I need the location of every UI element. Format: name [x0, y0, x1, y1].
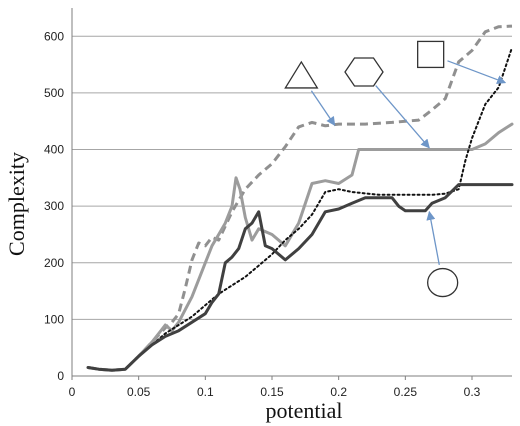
annotation-arrow-circle: [426, 210, 440, 266]
x-tick-label-2: 0.1: [197, 385, 214, 399]
annotation-arrow-square: [447, 60, 507, 85]
y-tick-label-3: 300: [44, 199, 64, 213]
series-line-square: [87, 46, 513, 372]
annotation-arrow-hexagon: [375, 85, 430, 149]
x-tick-label-4: 0.2: [330, 385, 347, 399]
x-tick-label-0: 0: [69, 385, 76, 399]
y-tick-label-4: 400: [44, 143, 64, 157]
y-tick-label-5: 500: [44, 86, 64, 100]
annotation-layer: [284, 40, 507, 298]
annotation-arrow-triangle: [310, 90, 336, 126]
x-tick-label-6: 0.3: [464, 385, 481, 399]
hexagon-marker-icon: [344, 57, 384, 87]
series-line-hexagon: [86, 122, 514, 372]
series-line-circle: [86, 183, 514, 372]
y-tick-label-6: 600: [44, 29, 64, 43]
label-layer: potential Complexity: [4, 152, 342, 423]
x-tick-label-1: 0.05: [127, 385, 151, 399]
series-layer: [86, 24, 514, 372]
circle-marker-icon: [427, 267, 459, 298]
square-marker-icon: [417, 40, 445, 69]
y-tick-label-1: 100: [44, 312, 64, 326]
x-tick-label-3: 0.15: [260, 385, 284, 399]
grid-layer: [72, 35, 512, 320]
y-axis-title: Complexity: [4, 152, 29, 256]
axis-layer: 0 100 200 300 400 500 600 0 0.05 0.1 0.15 0.2 0.25 0.…: [44, 8, 512, 399]
x-axis-title: potential: [266, 398, 343, 423]
x-tick-label-5: 0.25: [394, 385, 418, 399]
y-tick-label-2: 200: [44, 256, 64, 270]
triangle-marker-icon: [284, 60, 319, 89]
y-tick-label-0: 0: [57, 369, 64, 383]
